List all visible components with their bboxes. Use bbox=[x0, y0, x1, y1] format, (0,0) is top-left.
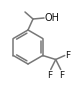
Text: OH: OH bbox=[45, 13, 60, 23]
Text: F: F bbox=[65, 51, 70, 60]
Text: F: F bbox=[47, 71, 52, 80]
Text: F: F bbox=[59, 71, 64, 80]
